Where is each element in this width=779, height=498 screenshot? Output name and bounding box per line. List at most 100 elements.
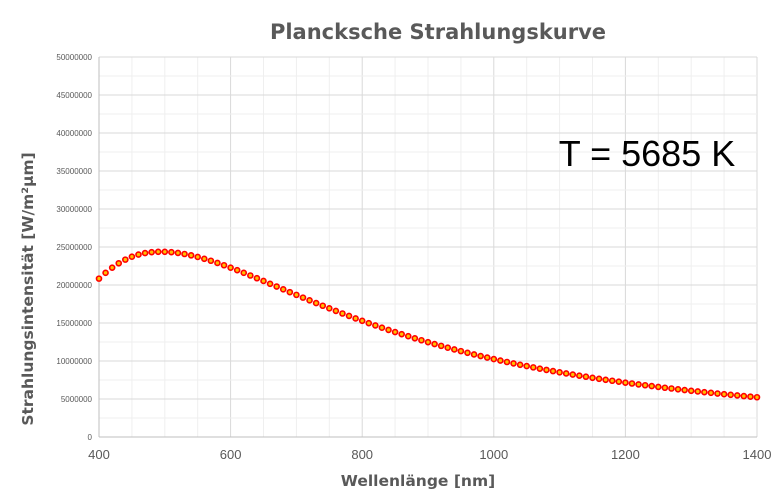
data-point: [714, 390, 721, 397]
data-point: [286, 288, 294, 296]
data-point: [200, 255, 208, 263]
data-point: [753, 393, 761, 401]
data-point: [253, 274, 261, 282]
data-point: [687, 387, 695, 395]
data-point: [293, 291, 300, 299]
data-point: [740, 392, 748, 400]
data-point: [325, 305, 333, 312]
data-point: [260, 277, 267, 285]
data-point: [95, 275, 103, 282]
data-point: [589, 374, 596, 382]
data-point: [306, 297, 313, 304]
data-point: [720, 390, 728, 398]
data-point: [220, 261, 228, 269]
data-point: [398, 330, 405, 338]
y-tick-label: 45000000: [56, 91, 92, 100]
data-point: [674, 385, 682, 393]
data-point: [523, 362, 531, 370]
data-point: [510, 360, 517, 367]
data-point: [668, 385, 675, 392]
data-point: [437, 342, 445, 350]
x-tick-label: 1000: [479, 447, 508, 462]
data-point: [747, 393, 754, 400]
data-point: [411, 334, 419, 342]
data-point: [181, 250, 188, 258]
y-tick-label: 25000000: [56, 243, 92, 252]
data-point: [431, 340, 438, 348]
data-point: [470, 351, 478, 358]
data-point: [497, 357, 504, 364]
data-point: [345, 312, 353, 320]
data-point: [240, 269, 248, 277]
y-tick-label: 5000000: [61, 395, 93, 404]
y-tick-label: 0: [88, 433, 93, 442]
data-point: [194, 253, 201, 261]
y-tick-label: 10000000: [56, 357, 92, 366]
data-point: [174, 249, 182, 257]
data-point: [451, 346, 458, 353]
data-point: [635, 381, 642, 388]
y-tick-label: 15000000: [56, 319, 92, 328]
data-point: [128, 253, 136, 261]
data-point: [529, 364, 537, 371]
data-point: [358, 317, 366, 325]
data-point: [543, 366, 550, 374]
data-point: [102, 269, 109, 277]
x-tick-label: 1400: [743, 447, 772, 462]
data-point: [378, 324, 386, 332]
data-point: [161, 248, 169, 256]
data-point: [444, 344, 452, 352]
y-tick-label: 20000000: [56, 281, 92, 290]
data-point: [562, 370, 570, 377]
y-tick-label: 30000000: [56, 205, 92, 214]
data-point: [490, 355, 498, 363]
data-point: [661, 384, 669, 392]
data-point: [352, 315, 359, 322]
gridlines: [98, 56, 758, 438]
data-point: [214, 259, 221, 267]
data-point: [733, 392, 741, 399]
data-point: [385, 326, 392, 334]
temperature-annotation: T = 5685 K: [559, 133, 735, 174]
data-point: [549, 367, 557, 375]
data-point: [648, 382, 656, 390]
chart-title: Plancksche Strahlungskurve: [270, 20, 606, 44]
data-point: [464, 349, 471, 357]
data-point: [608, 377, 616, 385]
x-axis-title: Wellenlänge [nm]: [341, 472, 495, 490]
data-point: [727, 391, 734, 399]
data-point: [628, 380, 636, 387]
data-point: [707, 389, 715, 397]
data-point: [701, 388, 708, 396]
x-tick-label: 1200: [611, 447, 640, 462]
data-point: [569, 371, 577, 378]
data-point: [654, 383, 662, 391]
data-point: [424, 338, 432, 346]
data-point: [622, 379, 629, 386]
y-axis-title: Strahlungsintensität [W/m²µm]: [19, 152, 37, 425]
data-point: [227, 264, 234, 271]
data-point: [148, 248, 155, 256]
data-point: [615, 378, 623, 385]
data-point: [187, 252, 195, 259]
data-point: [319, 302, 327, 310]
data-point: [582, 373, 590, 381]
x-tick-labels: 400 600 800 1000 1200 1400: [88, 447, 771, 462]
data-point: [641, 381, 649, 389]
data-point: [339, 310, 346, 317]
data-point: [536, 365, 544, 372]
data-point: [108, 264, 116, 271]
data-point: [516, 361, 524, 369]
y-tick-labels: 0 5000000 10000000 15000000 20000000 25000000…: [56, 53, 92, 442]
data-point: [503, 358, 511, 366]
data-point: [483, 354, 491, 361]
data-point: [457, 347, 465, 355]
data-point: [247, 272, 254, 279]
data-point: [404, 332, 412, 340]
data-point: [279, 286, 287, 293]
data-point: [141, 249, 149, 257]
axes: [98, 57, 757, 438]
data-point: [418, 336, 425, 344]
data-point: [556, 369, 563, 376]
data-point: [312, 299, 320, 307]
